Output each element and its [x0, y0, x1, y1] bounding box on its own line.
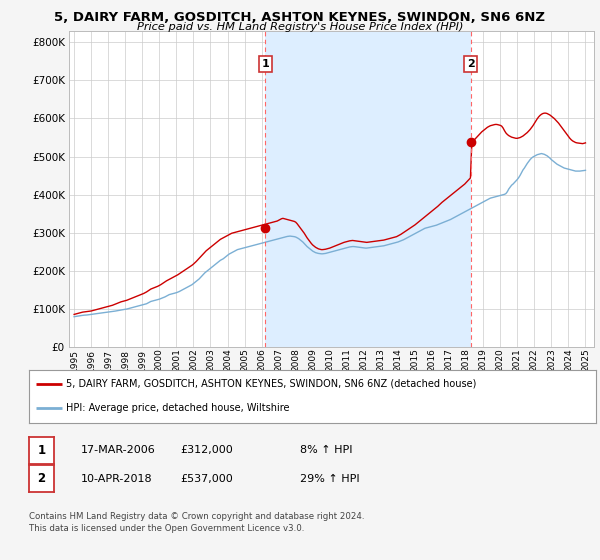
- Text: 1: 1: [262, 59, 269, 69]
- Text: 17-MAR-2006: 17-MAR-2006: [81, 445, 156, 455]
- Text: 1: 1: [37, 444, 46, 457]
- Text: 5, DAIRY FARM, GOSDITCH, ASHTON KEYNES, SWINDON, SN6 6NZ: 5, DAIRY FARM, GOSDITCH, ASHTON KEYNES, …: [55, 11, 545, 24]
- Text: Price paid vs. HM Land Registry's House Price Index (HPI): Price paid vs. HM Land Registry's House …: [137, 22, 463, 32]
- Text: 8% ↑ HPI: 8% ↑ HPI: [300, 445, 353, 455]
- Text: HPI: Average price, detached house, Wiltshire: HPI: Average price, detached house, Wilt…: [65, 403, 289, 413]
- Bar: [265, 31, 471, 347]
- Text: 2: 2: [467, 59, 475, 69]
- Text: 29% ↑ HPI: 29% ↑ HPI: [300, 474, 359, 484]
- Text: 5, DAIRY FARM, GOSDITCH, ASHTON KEYNES, SWINDON, SN6 6NZ (detached house): 5, DAIRY FARM, GOSDITCH, ASHTON KEYNES, …: [65, 379, 476, 389]
- Text: Contains HM Land Registry data © Crown copyright and database right 2024.
This d: Contains HM Land Registry data © Crown c…: [29, 512, 364, 533]
- Text: 10-APR-2018: 10-APR-2018: [81, 474, 152, 484]
- Text: £312,000: £312,000: [180, 445, 233, 455]
- Text: £537,000: £537,000: [180, 474, 233, 484]
- Text: 2: 2: [37, 472, 46, 486]
